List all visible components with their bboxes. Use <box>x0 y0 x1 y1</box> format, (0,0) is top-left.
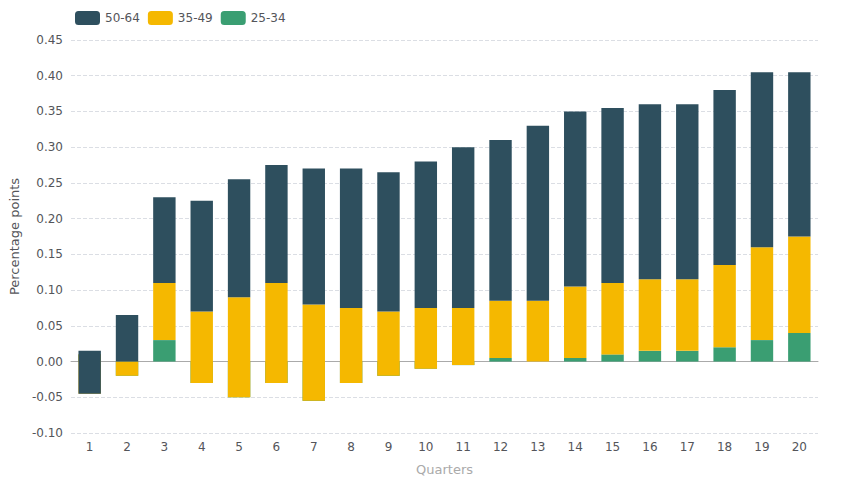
svg-text:-0.05: -0.05 <box>32 390 63 404</box>
svg-text:2: 2 <box>123 440 131 454</box>
svg-text:0.05: 0.05 <box>36 319 63 333</box>
svg-text:Percentage points: Percentage points <box>7 178 22 295</box>
svg-text:1: 1 <box>86 440 94 454</box>
svg-text:10: 10 <box>418 440 433 454</box>
svg-text:Quarters: Quarters <box>416 462 473 477</box>
svg-text:35-49: 35-49 <box>178 11 213 25</box>
svg-text:0.35: 0.35 <box>36 104 63 118</box>
svg-text:0.15: 0.15 <box>36 247 63 261</box>
svg-text:0.25: 0.25 <box>36 176 63 190</box>
svg-text:50-64: 50-64 <box>105 11 140 25</box>
svg-text:5: 5 <box>235 440 243 454</box>
svg-text:20: 20 <box>792 440 807 454</box>
svg-text:6: 6 <box>273 440 281 454</box>
svg-text:7: 7 <box>310 440 318 454</box>
svg-text:3: 3 <box>161 440 169 454</box>
svg-text:0.40: 0.40 <box>36 69 63 83</box>
svg-text:0.00: 0.00 <box>36 355 63 369</box>
svg-text:19: 19 <box>754 440 769 454</box>
svg-text:0.45: 0.45 <box>36 33 63 47</box>
svg-text:11: 11 <box>456 440 471 454</box>
svg-text:12: 12 <box>493 440 508 454</box>
svg-text:25-34: 25-34 <box>251 11 286 25</box>
svg-text:14: 14 <box>568 440 583 454</box>
svg-text:0.30: 0.30 <box>36 140 63 154</box>
svg-text:8: 8 <box>347 440 355 454</box>
svg-text:17: 17 <box>680 440 695 454</box>
svg-text:13: 13 <box>530 440 545 454</box>
svg-text:0.10: 0.10 <box>36 283 63 297</box>
svg-text:16: 16 <box>642 440 657 454</box>
svg-text:-0.10: -0.10 <box>32 426 63 440</box>
svg-text:0.20: 0.20 <box>36 212 63 226</box>
svg-text:4: 4 <box>198 440 206 454</box>
svg-text:18: 18 <box>717 440 732 454</box>
svg-text:15: 15 <box>605 440 620 454</box>
svg-text:9: 9 <box>385 440 393 454</box>
